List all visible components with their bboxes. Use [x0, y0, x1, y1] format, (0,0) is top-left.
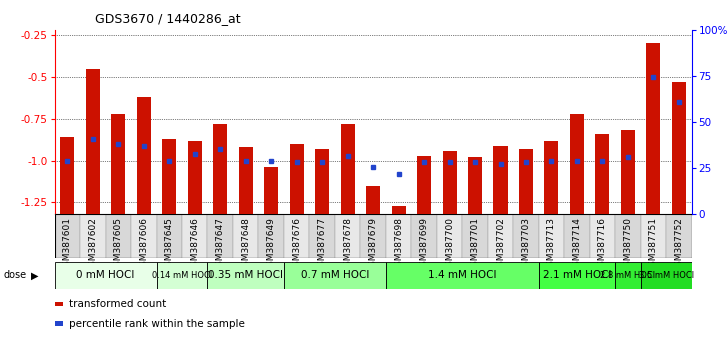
Bar	[513, 214, 539, 258]
Text: GSM387698: GSM387698	[394, 217, 403, 272]
Bar	[411, 214, 437, 258]
Text: GSM387605: GSM387605	[114, 217, 123, 272]
Bar	[258, 214, 284, 258]
Bar	[157, 262, 207, 289]
Text: GSM387677: GSM387677	[317, 217, 327, 272]
Bar	[386, 262, 539, 289]
Bar	[309, 214, 335, 258]
Bar	[239, 147, 253, 214]
Text: GSM387606: GSM387606	[139, 217, 149, 272]
Bar	[207, 214, 233, 258]
Text: 2.1 mM HOCl: 2.1 mM HOCl	[542, 270, 612, 280]
Bar	[386, 214, 411, 258]
Text: GSM387714: GSM387714	[572, 217, 582, 272]
Text: 3.5 mM HOCl: 3.5 mM HOCl	[638, 271, 694, 280]
Text: 0.7 mM HOCl: 0.7 mM HOCl	[301, 270, 369, 280]
Text: GSM387645: GSM387645	[165, 217, 174, 272]
Text: dose: dose	[4, 270, 27, 280]
Bar	[672, 82, 686, 214]
Bar	[646, 44, 660, 214]
Bar	[641, 214, 666, 258]
Text: GSM387752: GSM387752	[674, 217, 684, 272]
Bar	[590, 214, 615, 258]
Bar	[106, 214, 131, 258]
Text: GSM387716: GSM387716	[598, 217, 607, 272]
Text: ▶: ▶	[31, 270, 38, 280]
Bar	[188, 141, 202, 214]
Bar	[488, 214, 513, 258]
Text: 0.14 mM HOCl: 0.14 mM HOCl	[152, 271, 212, 280]
Bar	[519, 149, 533, 214]
Text: percentile rank within the sample: percentile rank within the sample	[69, 319, 245, 329]
Bar	[131, 214, 157, 258]
Bar	[539, 262, 615, 289]
Bar	[60, 137, 74, 214]
Text: transformed count: transformed count	[69, 299, 167, 309]
Text: GSM387699: GSM387699	[419, 217, 429, 272]
Bar	[539, 214, 564, 258]
Bar	[213, 124, 227, 214]
Text: 2.8 mM HOCl: 2.8 mM HOCl	[601, 271, 655, 280]
Text: GSM387750: GSM387750	[623, 217, 633, 272]
Text: GSM387647: GSM387647	[215, 217, 225, 272]
Text: GSM387751: GSM387751	[649, 217, 658, 272]
Text: GSM387676: GSM387676	[292, 217, 301, 272]
Bar	[641, 262, 692, 289]
Text: GSM387648: GSM387648	[241, 217, 250, 272]
Bar	[80, 214, 106, 258]
Bar	[564, 214, 590, 258]
Text: 0.35 mM HOCl: 0.35 mM HOCl	[208, 270, 283, 280]
Text: GSM387703: GSM387703	[521, 217, 531, 272]
Bar	[86, 69, 100, 214]
Text: GSM387649: GSM387649	[266, 217, 276, 272]
Bar	[596, 134, 609, 214]
Bar	[462, 214, 488, 258]
Bar	[233, 214, 258, 258]
Bar	[621, 131, 635, 214]
Bar	[264, 167, 278, 214]
Bar	[55, 214, 80, 258]
Bar	[615, 262, 641, 289]
Bar	[545, 141, 558, 214]
Bar	[335, 214, 360, 258]
Text: 0 mM HOCl: 0 mM HOCl	[76, 270, 135, 280]
Text: GSM387678: GSM387678	[343, 217, 352, 272]
Text: GSM387702: GSM387702	[496, 217, 505, 272]
Bar	[417, 156, 431, 214]
Bar	[437, 214, 462, 258]
Bar	[55, 262, 157, 289]
Bar	[468, 157, 482, 214]
Bar	[615, 214, 641, 258]
Bar	[137, 97, 151, 214]
Bar	[284, 262, 386, 289]
Bar	[111, 114, 125, 214]
Bar	[182, 214, 207, 258]
Text: 1.4 mM HOCl: 1.4 mM HOCl	[428, 270, 496, 280]
Text: GDS3670 / 1440286_at: GDS3670 / 1440286_at	[95, 12, 240, 25]
Bar	[157, 214, 182, 258]
Bar	[341, 124, 355, 214]
Bar	[290, 144, 304, 214]
Text: GSM387701: GSM387701	[470, 217, 480, 272]
Bar	[443, 150, 456, 214]
Text: GSM387602: GSM387602	[88, 217, 98, 272]
Bar	[360, 214, 386, 258]
Bar	[207, 262, 284, 289]
Text: GSM387679: GSM387679	[368, 217, 378, 272]
Text: GSM387601: GSM387601	[63, 217, 72, 272]
Text: GSM387700: GSM387700	[445, 217, 454, 272]
Bar	[162, 139, 176, 214]
Bar	[494, 145, 507, 214]
Text: GSM387713: GSM387713	[547, 217, 556, 272]
Bar	[284, 214, 309, 258]
Bar	[666, 214, 692, 258]
Bar	[366, 186, 380, 214]
Bar	[315, 149, 329, 214]
Bar	[570, 114, 584, 214]
Text: GSM387646: GSM387646	[190, 217, 199, 272]
Bar	[392, 206, 405, 214]
